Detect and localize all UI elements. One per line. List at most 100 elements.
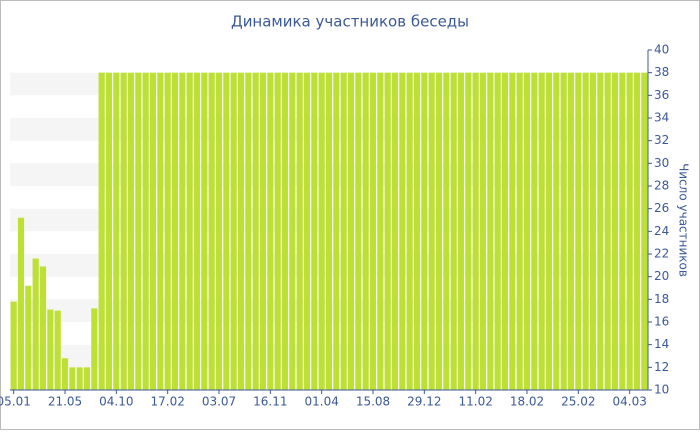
- bar: [17, 217, 25, 390]
- y-tick-label: 34: [654, 111, 669, 125]
- bar: [208, 72, 215, 391]
- bar: [179, 72, 186, 391]
- bar: [362, 72, 369, 391]
- bar: [237, 72, 245, 391]
- bar: [340, 72, 347, 391]
- bar: [303, 72, 311, 391]
- bar: [391, 72, 399, 391]
- bar: [553, 72, 560, 391]
- bar: [127, 72, 135, 391]
- x-tick-label: 15.08: [356, 395, 390, 409]
- bar: [347, 72, 355, 391]
- bar: [369, 72, 377, 391]
- bar: [120, 72, 127, 391]
- bar: [443, 72, 450, 391]
- bar: [465, 72, 472, 391]
- bar: [223, 72, 230, 391]
- x-tick-label: 25.02: [561, 395, 595, 409]
- y-tick-label: 16: [654, 315, 669, 329]
- chart-title: Динамика участников беседы: [231, 13, 469, 31]
- bar: [245, 72, 252, 391]
- y-tick-label: 38: [654, 65, 669, 79]
- bar: [560, 72, 567, 391]
- bar: [157, 72, 164, 391]
- y-tick-label: 12: [654, 360, 669, 374]
- bar: [538, 72, 545, 391]
- bar: [604, 72, 611, 391]
- y-tick-label: 14: [654, 337, 669, 351]
- bar: [428, 72, 435, 391]
- bar: [98, 72, 105, 391]
- x-tick-label: 05.01: [0, 395, 31, 409]
- y-tick-label: 20: [654, 269, 669, 283]
- bar: [413, 72, 421, 391]
- y-tick-label: 24: [654, 224, 669, 238]
- bar: [311, 72, 318, 391]
- bar: [641, 72, 648, 391]
- bar: [450, 72, 457, 391]
- bar: [421, 72, 428, 391]
- bar: [545, 72, 553, 391]
- y-tick-label: 18: [654, 292, 669, 306]
- x-tick-label: 21.05: [48, 395, 82, 409]
- bar: [267, 72, 274, 391]
- bar: [61, 358, 69, 390]
- bar: [384, 72, 391, 391]
- bar: [281, 72, 289, 391]
- bar: [171, 72, 179, 391]
- bar: [435, 72, 443, 391]
- bar: [25, 285, 32, 390]
- bar: [142, 72, 149, 391]
- x-tick-label: 17.02: [150, 395, 184, 409]
- bar: [193, 72, 201, 391]
- x-tick-label: 29.12: [407, 395, 441, 409]
- bar: [289, 72, 296, 391]
- bar: [135, 72, 142, 391]
- bar: [575, 72, 582, 391]
- y-tick-label: 40: [654, 43, 669, 57]
- bar: [597, 72, 604, 391]
- bar: [479, 72, 487, 391]
- bar: [186, 72, 193, 391]
- bar: [76, 367, 83, 390]
- bar: [201, 72, 208, 391]
- bar: [215, 72, 223, 391]
- y-tick-label: 30: [654, 156, 669, 170]
- bar: [164, 72, 171, 391]
- x-tick-label: 11.02: [458, 395, 492, 409]
- bar: [333, 72, 340, 391]
- y-tick-label: 32: [654, 133, 669, 147]
- y-tick-label: 36: [654, 88, 669, 102]
- bar: [83, 367, 91, 390]
- bar: [531, 72, 538, 391]
- bar: [611, 72, 619, 391]
- bar: [472, 72, 479, 391]
- bar: [494, 72, 501, 391]
- bar: [457, 72, 465, 391]
- bar: [589, 72, 597, 391]
- x-tick-label: 01.04: [304, 395, 338, 409]
- bar: [619, 72, 626, 391]
- y-tick-label: 10: [654, 383, 669, 397]
- bar: [355, 72, 362, 391]
- bar: [252, 72, 259, 391]
- y-axis-label: Число участников: [677, 163, 691, 277]
- x-tick-label: 16.11: [253, 395, 287, 409]
- bar: [523, 72, 531, 391]
- bar: [47, 309, 54, 390]
- bar: [296, 72, 303, 391]
- bar: [274, 72, 281, 391]
- y-tick-label: 22: [654, 247, 669, 261]
- bar: [399, 72, 406, 391]
- bar: [259, 72, 267, 391]
- bar: [10, 301, 17, 390]
- bar: [32, 258, 39, 390]
- bar: [501, 72, 509, 391]
- bar: [633, 72, 641, 391]
- bar: [325, 72, 333, 391]
- bar: [91, 308, 98, 390]
- x-tick-label: 18.02: [510, 395, 544, 409]
- bar: [509, 72, 516, 391]
- x-tick-label: 04.10: [99, 395, 133, 409]
- bar: [39, 266, 47, 390]
